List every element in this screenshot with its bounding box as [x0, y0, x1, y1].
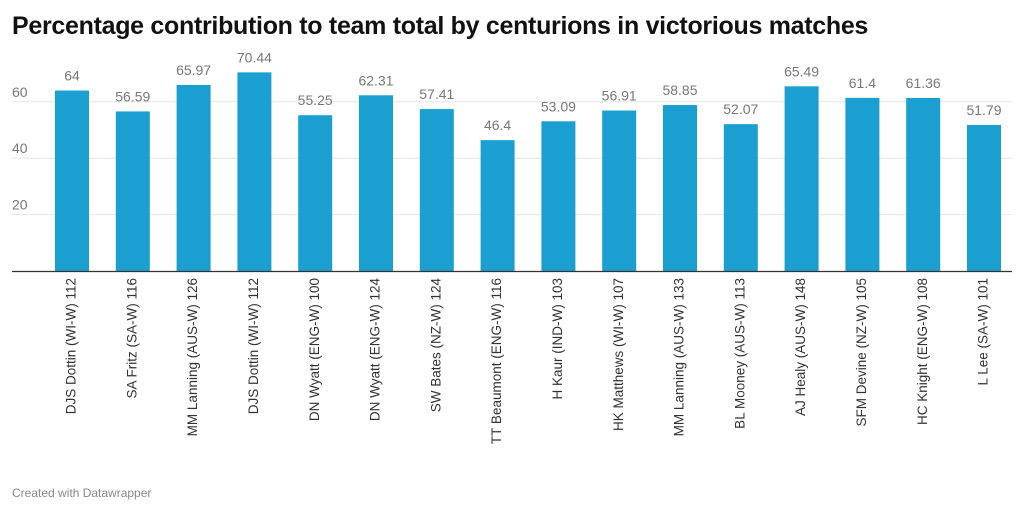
- category-label: AJ Healy (AUS-W) 148: [793, 278, 808, 416]
- bar: [723, 124, 758, 271]
- value-label: 56.59: [115, 88, 150, 104]
- y-tick-label: 20: [12, 197, 28, 213]
- y-axis-tick-labels: 20 40 60: [12, 84, 28, 213]
- bar: [602, 110, 637, 272]
- category-label: SW Bates (NZ-W) 124: [428, 278, 443, 413]
- y-tick-label: 40: [12, 140, 28, 156]
- category-label: H Kaur (IND-W) 103: [550, 278, 565, 400]
- bar: [541, 121, 576, 272]
- chart-title: Percentage contribution to team total by…: [12, 12, 869, 40]
- bar: [359, 95, 393, 271]
- category-label: L Lee (SA-W) 101: [976, 278, 991, 386]
- bar: [55, 90, 89, 272]
- bar: [298, 115, 333, 271]
- value-label: 51.79: [966, 102, 1001, 118]
- category-label: DJS Dottin (WI-W) 112: [64, 278, 79, 414]
- category-label: HK Matthews (WI-W) 107: [611, 278, 626, 431]
- value-label: 57.41: [419, 86, 454, 102]
- bar: [237, 72, 272, 272]
- bar: [419, 109, 454, 272]
- value-label: 46.4: [484, 117, 511, 133]
- category-label: MM Lanning (AUS-W) 126: [185, 278, 200, 436]
- value-label: 53.09: [541, 98, 576, 114]
- value-label: 65.49: [784, 63, 819, 79]
- category-label: SA Fritz (SA-W) 116: [124, 278, 139, 399]
- value-label: 61.4: [849, 75, 876, 91]
- bar: [176, 84, 211, 271]
- bar: [906, 97, 941, 271]
- footer-credit: Created with Datawrapper: [12, 486, 152, 500]
- x-axis-category-labels: DJS Dottin (WI-W) 112 SA Fritz (SA-W) 116…: [64, 278, 991, 445]
- category-label: BL Mooney (AUS-W) 113: [732, 278, 747, 429]
- value-label: 56.91: [602, 88, 637, 104]
- category-label: MM Lanning (AUS-W) 133: [672, 278, 687, 436]
- category-label: SFM Devine (NZ-W) 105: [854, 278, 869, 427]
- bar: [663, 105, 697, 271]
- category-label: TT Beaumont (ENG-W) 116: [489, 278, 504, 444]
- bar: [784, 86, 819, 271]
- category-label: HC Knight (ENG-W) 108: [915, 278, 930, 425]
- value-label: 58.85: [662, 82, 697, 98]
- value-label: 65.97: [176, 62, 211, 78]
- bar: [480, 140, 515, 271]
- value-label: 55.25: [298, 92, 333, 108]
- value-label: 52.07: [723, 101, 758, 117]
- value-label: 70.44: [237, 49, 272, 65]
- value-label: 64: [64, 68, 80, 84]
- bar: [845, 97, 880, 272]
- value-labels: 64 56.59 65.97 70.44 55.25 62.31 57.41 46.4 53.0…: [64, 49, 1002, 133]
- category-label: DN Wyatt (ENG-W) 124: [368, 278, 383, 422]
- category-label: DN Wyatt (ENG-W) 100: [307, 278, 322, 421]
- bar: [967, 124, 1001, 271]
- value-label: 61.36: [906, 75, 941, 91]
- bars: [55, 72, 1001, 272]
- value-label: 62.31: [358, 72, 393, 88]
- y-tick-label: 60: [12, 84, 28, 100]
- category-label: DJS Dottin (WI-W) 112: [246, 278, 261, 414]
- bar: [115, 111, 150, 271]
